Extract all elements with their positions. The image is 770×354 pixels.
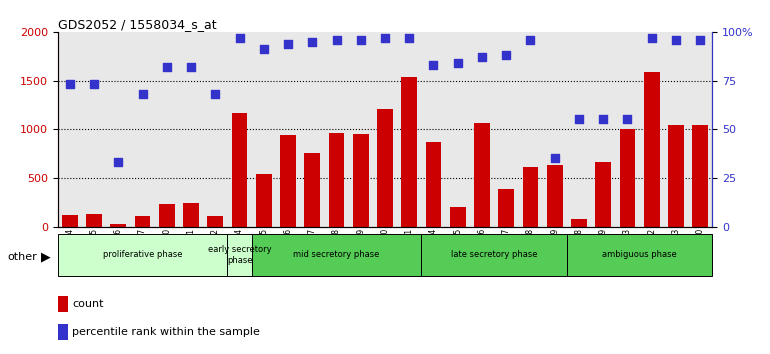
Point (670, 37, 682, 42)
Bar (58, 324, 68, 340)
Text: count: count (72, 299, 104, 309)
Point (209, 91, 222, 97)
Point (112, 160, 125, 165)
Bar (58, 296, 68, 312)
Bar (523, 167, 538, 227)
Bar (280, 135, 296, 227)
Bar (110, 224, 126, 227)
Bar (668, 125, 684, 227)
Point (258, 47, 270, 52)
Point (306, 39, 319, 45)
Point (694, 37, 706, 42)
Point (282, 41, 294, 46)
FancyBboxPatch shape (421, 234, 567, 276)
Point (355, 37, 367, 42)
FancyBboxPatch shape (58, 234, 227, 276)
Point (161, 64, 173, 70)
Point (548, 156, 561, 161)
Point (451, 60, 464, 66)
Text: GDS2052 / 1558034_s_at: GDS2052 / 1558034_s_at (58, 18, 216, 31)
Point (233, 35, 246, 41)
Point (403, 35, 415, 41)
Bar (207, 216, 223, 227)
Text: other: other (8, 252, 38, 262)
Point (379, 35, 391, 41)
FancyBboxPatch shape (567, 234, 712, 276)
Point (621, 117, 634, 122)
Point (185, 64, 197, 70)
Point (524, 37, 537, 42)
Text: ▶: ▶ (42, 250, 51, 263)
Bar (159, 204, 175, 227)
Bar (353, 134, 369, 227)
Point (330, 37, 343, 42)
Bar (377, 109, 393, 227)
Bar (86, 214, 102, 227)
Point (64, 81, 76, 87)
Bar (256, 174, 272, 227)
Point (88, 81, 100, 87)
Point (136, 91, 149, 97)
Text: proliferative phase: proliferative phase (103, 250, 182, 259)
Bar (183, 203, 199, 227)
Bar (692, 125, 708, 227)
Bar (329, 133, 344, 227)
Bar (401, 77, 417, 227)
Text: percentile rank within the sample: percentile rank within the sample (72, 327, 260, 337)
Point (476, 55, 488, 60)
Bar (450, 207, 466, 227)
Text: ambiguous phase: ambiguous phase (602, 250, 677, 259)
Bar (644, 72, 660, 227)
Bar (135, 216, 150, 227)
Text: late secretory phase: late secretory phase (450, 250, 537, 259)
FancyBboxPatch shape (227, 234, 252, 276)
Bar (426, 142, 441, 227)
Point (500, 52, 512, 58)
Bar (595, 162, 611, 227)
FancyBboxPatch shape (252, 234, 421, 276)
Bar (620, 129, 635, 227)
Text: mid secretory phase: mid secretory phase (293, 250, 380, 259)
Point (597, 117, 609, 122)
Text: early secretory
phase: early secretory phase (208, 245, 271, 264)
Bar (571, 219, 587, 227)
Bar (547, 165, 563, 227)
Bar (304, 153, 320, 227)
Bar (498, 189, 514, 227)
Bar (232, 113, 247, 227)
Point (427, 62, 440, 68)
Point (645, 35, 658, 41)
Bar (474, 124, 490, 227)
Point (573, 117, 585, 122)
Bar (62, 215, 78, 227)
